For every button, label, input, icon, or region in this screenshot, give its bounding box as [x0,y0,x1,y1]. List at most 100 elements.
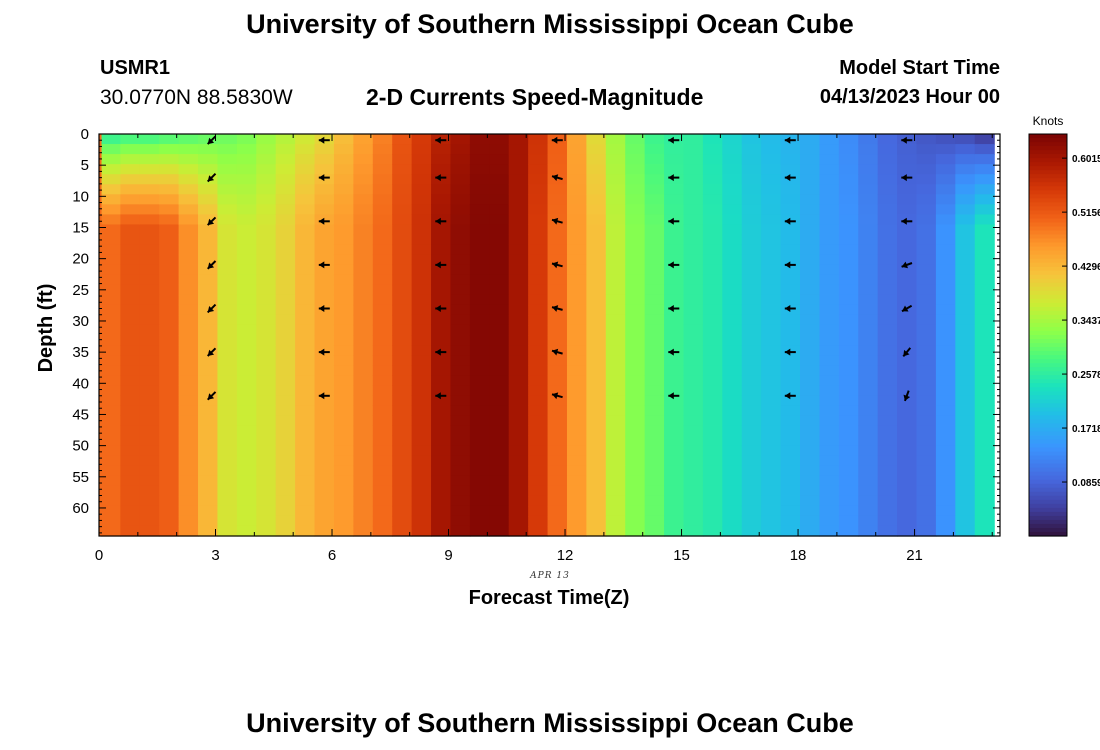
heatmap-cell [392,184,413,195]
heatmap-cell [198,355,219,366]
colorbar-segment [1029,174,1067,179]
heatmap-cell [275,324,296,336]
heatmap-cell [508,485,529,497]
heatmap-cell [333,415,354,427]
heatmap-cell [217,465,238,477]
heatmap-cell [974,375,995,386]
heatmap-cell [392,395,413,406]
current-vector-head [207,262,215,269]
current-vector-head [901,217,907,225]
heatmap-cell [916,214,937,226]
heatmap-cell [566,254,587,266]
heatmap-cell [411,475,432,487]
heatmap-cell [916,174,937,185]
heatmap-cell [605,194,626,205]
heatmap-cell [295,415,316,427]
colorbar-segment [1029,335,1067,340]
heatmap-cell [722,385,743,396]
heatmap-cell [333,335,354,346]
heatmap-cell [139,495,160,507]
heatmap-cell [236,274,257,286]
heatmap-cell [605,234,626,246]
heatmap-cell [275,435,296,447]
x-tick-label: 0 [95,547,103,564]
heatmap-cell [586,525,607,537]
heatmap-cell [916,525,937,537]
heatmap-cell [295,284,316,296]
heatmap-cell [974,204,995,215]
heatmap-cell [450,284,471,296]
heatmap-cell [761,284,782,296]
heatmap-cell [217,385,238,396]
heatmap-cell [469,375,490,386]
heatmap-cell [799,495,821,507]
heatmap-cell [935,244,956,256]
heatmap-cell [566,194,587,205]
heatmap-cell [528,465,549,477]
heatmap-cell [935,314,956,326]
heatmap-cell [333,525,354,537]
heatmap-cell [955,485,976,497]
heatmap-cell [547,184,568,195]
heatmap-cell [780,244,801,256]
current-vector-head [784,392,791,400]
heatmap-cell [644,405,665,416]
heatmap-cell [198,385,219,396]
heatmap-cell [858,485,879,497]
heatmap-cell [353,415,374,427]
heatmap-cell [586,405,607,416]
heatmap-cell [217,154,238,165]
heatmap-cell [935,445,956,457]
heatmap-cell [664,525,685,537]
heatmap-cell [741,164,762,175]
heatmap-cell [372,345,393,356]
heatmap-cell [372,184,393,195]
heatmap-cell [644,465,665,477]
heatmap-cell [935,455,956,467]
heatmap-cell [469,515,490,527]
heatmap-cell [217,234,238,246]
heatmap-cell [955,214,976,226]
heatmap-cell [722,264,743,276]
heatmap-cell [838,284,859,296]
heatmap-cell [528,154,549,165]
heatmap-cell [120,164,141,175]
heatmap-cell [644,234,665,246]
heatmap-cell [256,445,277,457]
heatmap-cell [935,335,956,346]
current-vector-head [207,218,215,226]
heatmap-cell [838,224,859,236]
colorbar-tick-label: 0.42968 [1072,262,1100,273]
heatmap-cell [897,445,918,457]
heatmap-cell [780,154,801,165]
heatmap-cell [877,214,898,226]
heatmap-cell [838,214,859,226]
heatmap-cell [644,324,665,336]
heatmap-cell [625,274,646,286]
heatmap-cell [178,435,199,447]
heatmap-cell [178,465,199,477]
heatmap-cell [100,244,121,256]
heatmap-cell [120,274,141,286]
heatmap-cell [644,375,665,386]
heatmap-cell [722,425,743,437]
heatmap-cell [528,405,549,416]
heatmap-cell [722,214,743,226]
heatmap-cell [935,375,956,386]
heatmap-cell [392,465,413,477]
heatmap-cell [605,495,626,507]
heatmap-cell [780,455,801,467]
current-vector-head [318,348,325,356]
heatmap-cell [702,495,723,507]
heatmap-cell [333,224,354,236]
heatmap-cell [877,345,898,356]
heatmap-cell [431,294,452,306]
heatmap-cell [333,455,354,467]
heatmap-cell [858,395,879,406]
heatmap-cell [858,465,879,477]
heatmap-cell [275,525,296,537]
current-vector-head [668,217,674,225]
heatmap-cell [469,455,490,467]
heatmap-cell [625,154,646,165]
heatmap-cell [159,154,180,165]
